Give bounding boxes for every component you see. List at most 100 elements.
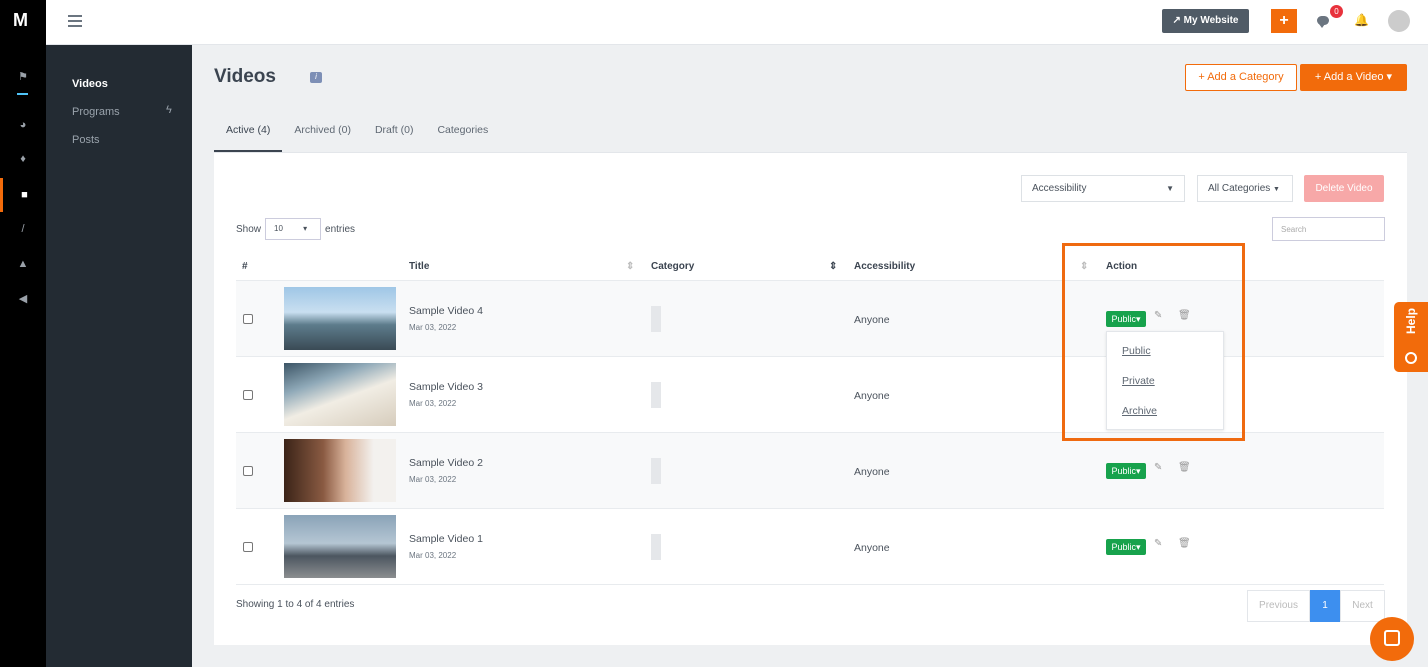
entries-label: entries	[325, 223, 356, 235]
highlight-box	[1062, 243, 1245, 441]
edit-icon[interactable]: ✎	[1154, 538, 1163, 549]
status-dropdown-button[interactable]: Public▾	[1106, 463, 1146, 479]
video-title[interactable]: Sample Video 3	[409, 381, 483, 393]
menu-item-public[interactable]: Public	[1122, 345, 1151, 357]
avatar[interactable]	[1388, 10, 1410, 32]
sort-icon[interactable]: ⇕	[1080, 261, 1089, 272]
page-size-value: 10	[274, 224, 283, 233]
area-chart-icon[interactable]: ▲	[17, 258, 29, 270]
brush-icon[interactable]: /	[21, 223, 25, 235]
video-thumbnail[interactable]	[284, 515, 396, 578]
megaphone-icon[interactable]: ◀	[18, 293, 28, 305]
status-label: Public	[1111, 542, 1136, 552]
video-thumbnail[interactable]	[284, 439, 396, 502]
table-row: Sample Video 2 Mar 03, 2022 Anyone Publi…	[236, 433, 1384, 509]
pie-chart-icon[interactable]: ◕	[19, 119, 27, 131]
category-placeholder	[651, 306, 661, 332]
row-checkbox[interactable]	[243, 390, 253, 400]
stamp-icon[interactable]: ♦	[20, 153, 26, 165]
video-date: Mar 03, 2022	[409, 323, 457, 332]
lifebuoy-icon	[1405, 352, 1417, 364]
add-category-button[interactable]: + Add a Category	[1185, 64, 1297, 91]
menu-item-private[interactable]: Private	[1122, 375, 1155, 387]
flag-icon[interactable]: ⚑	[18, 71, 28, 83]
tab-active[interactable]: Active (4)	[214, 124, 283, 152]
menu-icon[interactable]	[68, 15, 82, 30]
page-1-button[interactable]: 1	[1310, 590, 1340, 622]
row-checkbox[interactable]	[243, 314, 253, 324]
row-checkbox[interactable]	[243, 466, 253, 476]
status-dropdown-button[interactable]: Public▾	[1106, 539, 1146, 555]
trash-icon[interactable]: 🗑	[1178, 538, 1191, 549]
sort-icon[interactable]: ⇕	[626, 261, 635, 272]
accessibility-value: Anyone	[854, 542, 890, 554]
table-header	[236, 251, 1384, 281]
bell-icon[interactable]: 🔔	[1354, 13, 1369, 27]
video-title[interactable]: Sample Video 2	[409, 457, 483, 469]
category-select[interactable]: All Categories ▼	[1197, 175, 1293, 202]
video-date: Mar 03, 2022	[409, 551, 457, 560]
tab-categories[interactable]: Categories	[437, 124, 489, 136]
trash-icon[interactable]: 🗑	[1178, 310, 1191, 321]
row-checkbox[interactable]	[243, 542, 253, 552]
sort-icon[interactable]: ⇕	[829, 261, 838, 272]
next-button[interactable]: Next	[1340, 590, 1385, 622]
accessibility-select-label: Accessibility	[1032, 183, 1087, 194]
page-title: Videos	[214, 66, 276, 87]
menu-item-archive[interactable]: Archive	[1122, 405, 1158, 417]
my-website-button[interactable]: ↗ My Website	[1162, 9, 1249, 33]
search-input[interactable]: Search	[1272, 217, 1385, 241]
col-accessibility[interactable]: Accessibility	[854, 261, 916, 272]
video-title[interactable]: Sample Video 1	[409, 533, 483, 545]
col-num: #	[242, 261, 248, 272]
tab-archived[interactable]: Archived (0)	[294, 124, 351, 136]
chat-launcher[interactable]	[1370, 617, 1414, 661]
sidebar: Videos Programs ϟ Posts	[46, 45, 192, 667]
logo: M	[13, 10, 28, 30]
accessibility-value: Anyone	[854, 466, 890, 478]
category-placeholder	[651, 382, 661, 408]
accessibility-value: Anyone	[854, 314, 890, 326]
col-action: Action	[1106, 261, 1138, 272]
add-video-button[interactable]: + Add a Video ▾	[1300, 64, 1407, 91]
accessibility-value: Anyone	[854, 390, 890, 402]
accessibility-select[interactable]: Accessibility ▼	[1021, 175, 1185, 202]
sidebar-item-posts[interactable]: Posts	[72, 134, 100, 146]
help-label: Help	[1404, 308, 1418, 335]
sidebar-item-videos[interactable]: Videos	[72, 78, 108, 90]
bolt-icon: ϟ	[166, 104, 172, 116]
chevron-down-icon: ▼	[1273, 186, 1280, 193]
tabs: Active (4) Archived (0) Draft (0) Catego…	[214, 124, 500, 152]
info-icon[interactable]: i	[310, 72, 322, 83]
chevron-down-icon: ▼	[1166, 184, 1174, 193]
video-title[interactable]: Sample Video 4	[409, 305, 483, 317]
category-select-label: All Categories	[1208, 183, 1271, 194]
table-row: Sample Video 3 Mar 03, 2022 Anyone	[236, 357, 1384, 433]
table-row: Sample Video 1 Mar 03, 2022 Anyone Publi…	[236, 509, 1384, 585]
help-tab[interactable]: Help	[1394, 302, 1428, 372]
chat-icon[interactable]	[1317, 16, 1329, 28]
status-dropdown-button[interactable]: Public▾	[1106, 311, 1146, 327]
progress-indicator	[17, 93, 28, 95]
notification-badge: 0	[1330, 5, 1343, 18]
show-label: Show	[236, 223, 262, 235]
status-dropdown-menu: Public Private Archive	[1106, 331, 1224, 430]
chevron-down-icon: ▾	[303, 224, 308, 233]
previous-button[interactable]: Previous	[1247, 590, 1310, 622]
video-thumbnail[interactable]	[284, 363, 396, 426]
edit-icon[interactable]: ✎	[1154, 310, 1163, 321]
video-date: Mar 03, 2022	[409, 399, 457, 408]
trash-icon[interactable]: 🗑	[1178, 462, 1191, 473]
status-label: Public	[1111, 466, 1136, 476]
add-button[interactable]: +	[1271, 9, 1297, 33]
col-category[interactable]: Category	[651, 261, 695, 272]
video-thumbnail[interactable]	[284, 287, 396, 350]
edit-icon[interactable]: ✎	[1154, 462, 1163, 473]
tab-draft[interactable]: Draft (0)	[374, 124, 414, 136]
video-icon[interactable]: ■	[0, 178, 46, 212]
sidebar-item-programs[interactable]: Programs	[72, 106, 120, 118]
page-size-select[interactable]: 10 ▾	[265, 218, 322, 240]
col-title[interactable]: Title	[409, 261, 430, 272]
delete-video-button[interactable]: Delete Video	[1304, 175, 1384, 202]
table-info: Showing 1 to 4 of 4 entries	[236, 599, 355, 610]
